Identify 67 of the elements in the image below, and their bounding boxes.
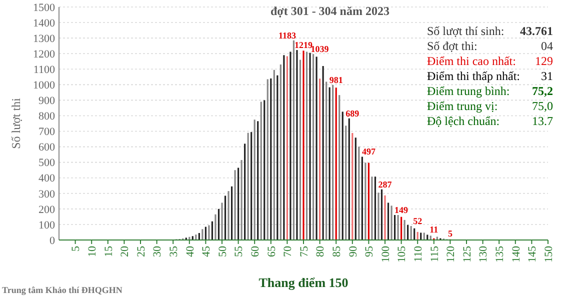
y-tick-label: 900	[38, 95, 56, 108]
data-label: 287	[378, 179, 392, 190]
data-label: 981	[329, 74, 344, 85]
data-label: 1183	[278, 30, 296, 40]
text: Điểm thi cao nhất: 129	[427, 54, 553, 68]
text: Số đợt thi: 04	[427, 39, 553, 53]
x-tick-label: 115	[428, 246, 441, 262]
data-label: 497	[362, 146, 376, 157]
data-label: 1219	[294, 40, 313, 50]
data-label: 52	[413, 216, 423, 226]
data-label: 689	[346, 108, 360, 118]
text: Trung tâm Khảo thí ĐHQGHN	[2, 285, 123, 295]
y-tick-label: 100	[38, 219, 56, 232]
x-tick-label: 75	[298, 246, 310, 257]
chart-title: đợt 301 - 304 năm 2023	[270, 4, 390, 18]
x-tick-label: 105	[396, 246, 408, 262]
x-tick-label: 110	[412, 246, 424, 262]
x-tick-label: 130	[478, 246, 490, 262]
y-tick-label: 1000	[33, 80, 56, 92]
y-tick-label: 700	[38, 126, 56, 138]
x-tick-label: 35	[168, 246, 180, 257]
x-tick-label: 40	[184, 246, 196, 257]
x-tick-label: 85	[330, 246, 343, 257]
x-tick-label: 125	[461, 246, 474, 262]
x-tick-label: 30	[152, 246, 164, 257]
text: Số lượt thí sinh: 43.761	[427, 24, 553, 38]
y-axis-title: Số lượt thi	[9, 97, 23, 149]
x-tick-label: 55	[233, 246, 246, 257]
y-tick-label: 1400	[33, 17, 56, 30]
x-tick-label: 5	[70, 246, 82, 252]
text: Điểm trung bình: 75,2	[427, 84, 553, 98]
x-tick-label: 45	[200, 246, 213, 257]
x-tick-label: 140	[510, 246, 522, 262]
text: Điểm trung vị: 75,0	[427, 99, 553, 113]
x-tick-label: 20	[119, 246, 132, 257]
x-tick-label: 145	[526, 246, 539, 262]
y-tick-label: 1300	[33, 32, 56, 45]
x-tick-label: 100	[380, 246, 392, 262]
data-label: 11	[430, 224, 439, 235]
x-tick-label: 135	[494, 246, 506, 262]
data-label: 5	[448, 228, 453, 239]
x-tick-label: 25	[135, 246, 148, 257]
x-tick-label: 90	[347, 246, 360, 257]
y-tick-label: 1200	[33, 48, 56, 60]
x-tick-label: 150	[542, 246, 555, 262]
y-tick-label: 400	[38, 172, 56, 185]
text: Điểm thi thấp nhất: 31	[427, 69, 553, 83]
x-tick-label: 65	[266, 246, 278, 257]
y-tick-label: 1100	[33, 64, 56, 76]
y-tick-label: 500	[38, 157, 56, 170]
y-tick-label: 1500	[33, 2, 56, 14]
data-label: 149	[394, 204, 409, 215]
y-tick-label: 200	[38, 204, 56, 216]
x-tick-label: 10	[86, 246, 98, 257]
x-tick-label: 80	[314, 246, 327, 257]
y-tick-label: 600	[38, 142, 56, 154]
y-tick-label: 0	[50, 234, 56, 247]
x-tick-label: 95	[364, 246, 376, 257]
x-tick-label: 60	[249, 246, 262, 257]
x-tick-label: 120	[445, 246, 458, 262]
x-tick-label: 50	[216, 246, 229, 257]
text: Độ lệch chuẩn: 13.7	[427, 114, 553, 128]
y-tick-label: 800	[38, 110, 56, 123]
x-tick-label: 15	[102, 246, 115, 257]
x-axis-title: Thang điểm 150	[258, 275, 348, 290]
y-tick-label: 300	[38, 188, 56, 200]
x-tick-label: 70	[282, 246, 294, 257]
